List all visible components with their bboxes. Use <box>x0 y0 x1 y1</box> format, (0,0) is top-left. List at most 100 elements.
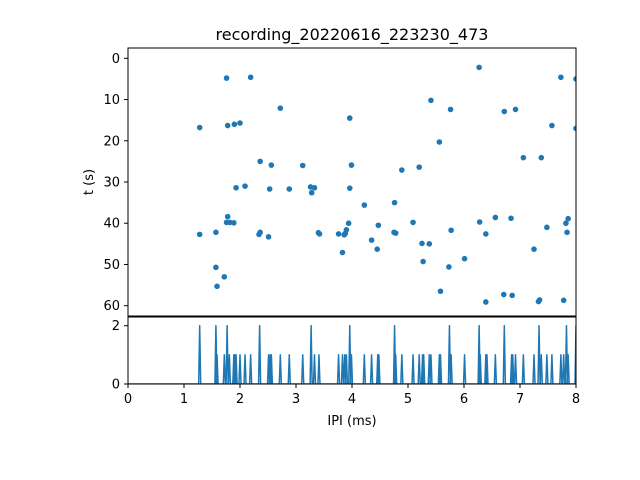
scatter-point-59 <box>461 255 468 262</box>
ipi-peak-43 <box>448 325 451 327</box>
scatter-point-43 <box>375 222 382 229</box>
ipi-peak-2 <box>216 354 218 356</box>
scatter-point-32 <box>339 249 346 256</box>
x-tick-label-3: 3 <box>292 392 300 407</box>
scatter-point-52 <box>426 241 433 247</box>
scatter-point-23 <box>277 105 284 111</box>
scatter-point-16 <box>247 74 254 81</box>
ipi-peak-51 <box>503 325 505 327</box>
scatter-point-27 <box>308 189 315 196</box>
ipi-peak-33 <box>395 354 397 356</box>
y-tick-label-top-0: 0 <box>112 52 120 67</box>
x-tick-label-0: 0 <box>124 392 132 407</box>
ipi-peak-63 <box>565 325 568 327</box>
scatter-point-83 <box>573 125 576 132</box>
y-tick-label-bottom-0: 0 <box>112 378 120 393</box>
scatter-point-8 <box>224 213 231 220</box>
scatter-point-77 <box>558 74 564 81</box>
ipi-peak-17 <box>288 354 290 356</box>
y-tick-label-top-10: 10 <box>103 93 120 108</box>
scatter-point-36 <box>345 220 352 227</box>
ipi-peak-53 <box>512 354 514 356</box>
scatter-point-80 <box>564 229 570 236</box>
ipi-peak-59 <box>546 354 548 356</box>
chart-title: recording_20220616_223230_473 <box>216 25 489 45</box>
scatter-point-4 <box>214 283 220 290</box>
scatter-point-0 <box>196 124 203 131</box>
scatter-point-71 <box>531 246 537 253</box>
scatter-point-25 <box>299 162 306 169</box>
ipi-peak-30 <box>377 354 379 356</box>
ipi-peak-7 <box>234 354 236 356</box>
scatter-point-18 <box>257 229 263 236</box>
ipi-peak-19 <box>310 325 312 327</box>
ipi-peak-37 <box>421 354 424 356</box>
scatter-point-37 <box>346 185 353 191</box>
scatter-point-2 <box>213 229 219 236</box>
scatter-point-79 <box>563 220 569 227</box>
scatter-point-15 <box>242 183 248 189</box>
scatter-point-70 <box>520 154 527 161</box>
x-tick-label-1: 1 <box>180 392 188 407</box>
scatter-point-38 <box>346 115 353 121</box>
x-tick-label-7: 7 <box>516 392 524 407</box>
ipi-peak-11 <box>250 354 252 356</box>
ipi-peak-6 <box>233 354 235 356</box>
ipi-peak-21 <box>318 354 320 356</box>
ipi-peak-9 <box>239 354 241 356</box>
scatter-point-3 <box>213 264 219 271</box>
ipi-peak-22 <box>337 354 340 356</box>
x-tick-label-6: 6 <box>460 392 468 407</box>
ipi-peak-62 <box>563 354 565 356</box>
scatter-point-11 <box>231 220 237 226</box>
ipi-peak-13 <box>267 354 270 356</box>
ipi-peak-8 <box>235 354 237 356</box>
ipi-peak-46 <box>478 325 480 327</box>
scatter-point-78 <box>560 297 567 304</box>
ipi-peak-26 <box>349 325 351 327</box>
scatter-point-41 <box>368 237 375 243</box>
scatter-point-82 <box>573 76 576 82</box>
scatter-point-1 <box>196 231 203 238</box>
ipi-peak-32 <box>393 325 396 327</box>
ipi-peak-41 <box>438 354 440 356</box>
scatter-point-14 <box>237 120 243 126</box>
scatter-point-35 <box>343 227 350 233</box>
ipi-peak-5 <box>228 354 230 356</box>
ipi-peak-10 <box>244 354 246 356</box>
scatter-point-40 <box>361 202 368 208</box>
y-tick-label-top-20: 20 <box>103 134 120 149</box>
ipi-peak-25 <box>345 354 347 356</box>
ipi-peak-57 <box>538 325 540 327</box>
scatter-point-47 <box>399 167 405 173</box>
y-tick-label-top-40: 40 <box>103 217 120 232</box>
ipi-peak-39 <box>428 354 430 356</box>
ipi-peak-42 <box>439 354 442 356</box>
scatter-point-49 <box>416 164 423 170</box>
scatter-point-21 <box>266 186 273 192</box>
y-tick-label-top-60: 60 <box>103 299 120 314</box>
scatter-point-28 <box>311 184 318 191</box>
ipi-peak-60 <box>551 354 553 356</box>
ipi-peak-50 <box>494 354 496 356</box>
x-tick-label-5: 5 <box>404 392 412 407</box>
ipi-peak-44 <box>450 354 452 356</box>
ipi-peak-1 <box>215 325 217 327</box>
scatter-point-76 <box>549 122 555 129</box>
ipi-peak-3 <box>223 354 225 356</box>
scatter-point-24 <box>286 186 293 192</box>
scatter-point-31 <box>335 231 342 237</box>
scatter-point-73 <box>536 297 543 303</box>
y-tick-label-bottom-2: 2 <box>112 319 120 334</box>
scatter-axes: 0 10 20 30 40 50 60 <box>103 47 577 317</box>
scatter-point-69 <box>512 106 519 113</box>
y-tick-label-top-50: 50 <box>103 258 120 273</box>
ipi-peak-16 <box>279 354 281 356</box>
ipi-peak-23 <box>341 354 344 356</box>
scatter-point-19 <box>257 158 263 165</box>
scatter-point-66 <box>501 108 508 115</box>
ipi-peak-61 <box>560 354 562 356</box>
ipi-peak-31 <box>378 354 380 356</box>
scatter-point-12 <box>231 121 238 128</box>
